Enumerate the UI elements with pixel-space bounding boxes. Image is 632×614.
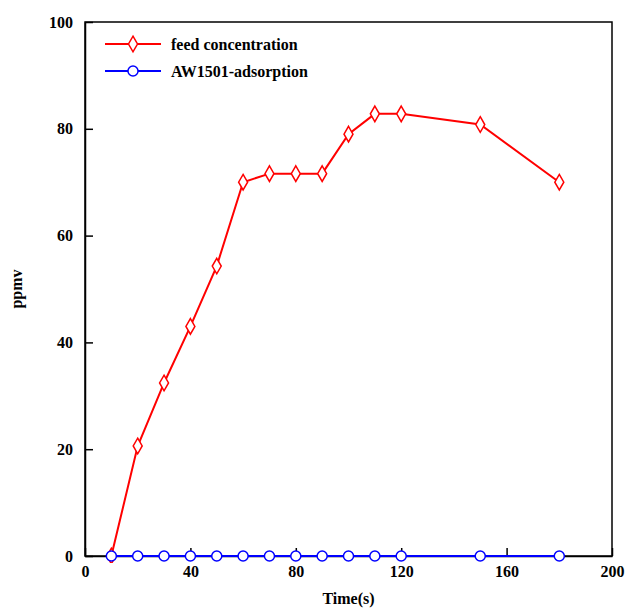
y-axis-title: ppmv	[8, 269, 26, 308]
series-marker	[317, 551, 327, 561]
y-tick: 60	[57, 227, 93, 244]
y-tick-mark	[85, 449, 93, 451]
x-tick: 200	[601, 548, 625, 580]
y-tick-mark	[85, 235, 93, 237]
series-marker	[185, 551, 195, 561]
y-tick-label: 80	[57, 120, 73, 137]
y-tick: 80	[57, 120, 93, 137]
series-marker	[370, 551, 380, 561]
x-tick: 120	[390, 548, 414, 580]
series-line	[111, 114, 559, 556]
y-tick: 100	[49, 14, 93, 31]
series-marker	[239, 174, 248, 190]
y-axis-line	[85, 23, 87, 557]
x-tick-mark	[506, 548, 508, 556]
x-tick: 40	[183, 548, 199, 580]
data-area	[106, 106, 564, 563]
chart: 0 40 80 120 160 200 0 20 40 60 80 100 feed concentra…	[0, 0, 632, 614]
series-marker	[186, 319, 195, 335]
x-tick-label: 40	[183, 563, 199, 580]
y-tick-mark	[85, 342, 93, 344]
series-marker	[396, 551, 406, 561]
x-tick-label: 160	[495, 563, 519, 580]
y-tick: 40	[57, 334, 93, 351]
series-marker	[133, 551, 143, 561]
y-tick: 0	[65, 548, 93, 565]
series-marker	[106, 551, 116, 561]
plot: 0 40 80 120 160 200 0 20 40 60 80 100 feed concentra…	[49, 14, 625, 581]
series-marker	[343, 551, 353, 561]
series-marker	[160, 375, 169, 391]
x-tick-label: 0	[82, 563, 90, 580]
series-marker	[370, 106, 379, 122]
series-marker	[397, 106, 406, 122]
x-axis: 0 40 80 120 160 200	[82, 548, 625, 580]
series-marker	[475, 551, 485, 561]
x-tick-label: 80	[288, 563, 304, 580]
series-marker	[291, 551, 301, 561]
y-tick-mark	[85, 22, 93, 24]
y-tick-label: 40	[57, 334, 73, 351]
y-tick-label: 0	[65, 548, 73, 565]
legend: feed concentration AW1501-adsorption	[105, 36, 308, 81]
plot-frame	[85, 22, 612, 556]
series-marker	[133, 438, 142, 454]
x-tick: 160	[495, 548, 519, 580]
series-marker	[476, 117, 485, 133]
series-marker	[212, 258, 221, 274]
y-tick: 20	[57, 441, 93, 458]
legend-label: AW1501-adsorption	[171, 63, 308, 81]
series-marker	[264, 551, 274, 561]
series-marker	[212, 551, 222, 561]
y-tick-label: 100	[49, 14, 73, 31]
series-marker	[107, 548, 116, 563]
x-tick-label: 200	[601, 563, 625, 580]
y-tick-mark	[85, 129, 93, 131]
series-marker	[344, 126, 353, 142]
x-tick-label: 120	[390, 563, 414, 580]
series-marker	[291, 166, 300, 182]
series-marker	[238, 551, 248, 561]
series-marker	[318, 166, 327, 182]
x-tick-mark	[612, 548, 614, 556]
x-axis-title: Time(s)	[322, 590, 374, 608]
legend-marker	[128, 66, 138, 76]
series-marker	[555, 174, 564, 190]
series-marker	[265, 166, 274, 182]
x-tick: 80	[288, 548, 304, 580]
y-tick-mark	[85, 556, 93, 558]
y-axis: 0 20 40 60 80 100	[49, 14, 93, 565]
y-tick-label: 20	[57, 441, 73, 458]
series-line	[111, 555, 559, 557]
legend-marker	[129, 36, 138, 52]
series-marker	[159, 551, 169, 561]
series-marker	[554, 551, 564, 561]
y-tick-label: 60	[57, 227, 73, 244]
legend-label: feed concentration	[171, 36, 298, 53]
